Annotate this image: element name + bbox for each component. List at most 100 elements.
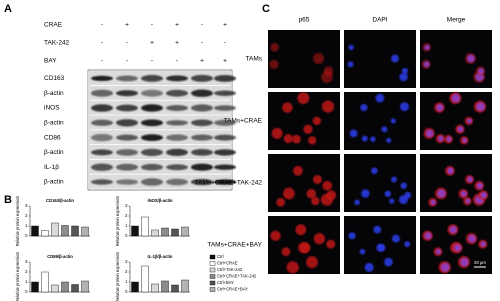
- bar: [61, 225, 69, 237]
- cell-nucleus: [359, 248, 366, 255]
- cell-p65: [270, 43, 279, 52]
- cell-nucleus: [375, 93, 385, 103]
- cell-nucleus: [462, 137, 468, 143]
- cell-nucleus: [400, 102, 409, 112]
- cell-nucleus: [404, 191, 412, 199]
- chart-title: CD163/β-actin: [46, 198, 74, 203]
- cell-nucleus: [348, 44, 354, 51]
- y-tick-label: 3: [25, 203, 28, 208]
- cell-nucleus: [361, 135, 368, 142]
- cell-nucleus: [373, 225, 382, 234]
- cell-nucleus: [440, 262, 450, 272]
- y-tick-label: 2: [125, 269, 128, 274]
- cell-nucleus: [360, 103, 368, 112]
- y-tick-label: 2: [125, 213, 128, 218]
- legend-swatch: [209, 254, 216, 260]
- cell-p65: [276, 197, 285, 207]
- cell-nucleus: [370, 136, 376, 142]
- chart-title: CD86/β-actin: [47, 254, 73, 259]
- bar: [31, 225, 39, 237]
- cell-nucleus: [401, 67, 409, 75]
- condition-sign: +: [200, 58, 204, 65]
- condition-sign: -: [151, 58, 153, 65]
- blot-band: [116, 90, 138, 97]
- cell-nucleus: [454, 244, 462, 252]
- scale-bar-label: 20 μm: [474, 260, 486, 265]
- cell-nucleus: [465, 198, 471, 204]
- legend-swatch: [209, 261, 216, 266]
- column-label: p65: [299, 17, 310, 24]
- bar: [81, 280, 89, 293]
- blot-band: [141, 178, 163, 186]
- legend-label: Ctrl+BAY: [217, 280, 234, 285]
- cell-nucleus: [460, 257, 469, 267]
- row-label: TAMs+CRAE+BAY: [207, 242, 262, 249]
- blot-band: [141, 119, 163, 127]
- cell-p65: [303, 124, 313, 134]
- bar: [161, 227, 169, 237]
- blot-band: [141, 148, 163, 157]
- legend-swatch: [209, 274, 216, 279]
- blot-band: [166, 89, 188, 97]
- bar: [131, 225, 139, 237]
- blot-label: β-actin: [44, 120, 64, 127]
- cell-nucleus: [391, 54, 399, 63]
- column-label: Merge: [447, 17, 466, 24]
- cell-p65: [271, 127, 283, 139]
- blot-band: [214, 164, 236, 170]
- blot-band: [116, 163, 138, 171]
- legend-label: Ctrl+CRAE+TAK-242: [217, 274, 257, 279]
- cell-p65: [312, 53, 324, 64]
- blot-band: [141, 134, 163, 141]
- bar: [71, 284, 79, 293]
- blot-band: [191, 134, 213, 141]
- blot-band: [191, 104, 213, 112]
- blot-band: [141, 89, 163, 97]
- blot-band: [116, 119, 138, 127]
- bar: [61, 281, 69, 293]
- blot-band: [191, 74, 213, 82]
- condition-sign: -: [201, 22, 203, 29]
- blot-band: [214, 134, 236, 141]
- bar: [181, 279, 189, 293]
- cell-p65: [283, 187, 295, 200]
- cell-nucleus: [477, 67, 485, 75]
- blot-band: [91, 163, 113, 171]
- cell-nucleus: [404, 241, 411, 248]
- cell-nucleus: [467, 176, 473, 183]
- cell-nucleus: [347, 61, 354, 68]
- cell-nucleus: [447, 167, 454, 175]
- legend-label: Ctrl+CRAE+BAY: [217, 287, 248, 292]
- panel-label: B: [4, 194, 12, 206]
- bar: [161, 280, 169, 293]
- cell-p65: [313, 233, 326, 245]
- y-tick-label: 1: [25, 223, 28, 228]
- cell-nucleus: [389, 198, 395, 204]
- blot-band: [166, 164, 188, 171]
- blot-band: [166, 120, 188, 126]
- condition-sign: -: [101, 22, 103, 29]
- blot-band: [191, 163, 213, 171]
- bar: [141, 216, 149, 237]
- blot-band: [91, 89, 113, 97]
- condition-sign: +: [223, 22, 227, 29]
- blot-band: [116, 149, 138, 156]
- blot-label: CD163: [44, 75, 65, 82]
- cell-nucleus: [361, 189, 370, 198]
- cell-nucleus: [466, 118, 472, 124]
- y-tick-label: 3: [125, 203, 128, 208]
- y-axis-label: Relative protein expression: [115, 195, 120, 246]
- blot-band: [214, 149, 236, 156]
- cell-p65: [312, 116, 322, 126]
- cell-nucleus: [384, 257, 393, 267]
- blot-band: [141, 163, 163, 171]
- blot-band: [191, 149, 213, 156]
- condition-sign: -: [176, 58, 178, 65]
- cell-nucleus: [354, 199, 360, 206]
- cell-p65: [292, 165, 303, 176]
- cell-nucleus: [476, 102, 485, 112]
- y-tick-label: 1: [125, 223, 128, 228]
- row-label: TAMs+CRAE+TAK-242: [195, 180, 263, 187]
- blot-band: [191, 119, 213, 127]
